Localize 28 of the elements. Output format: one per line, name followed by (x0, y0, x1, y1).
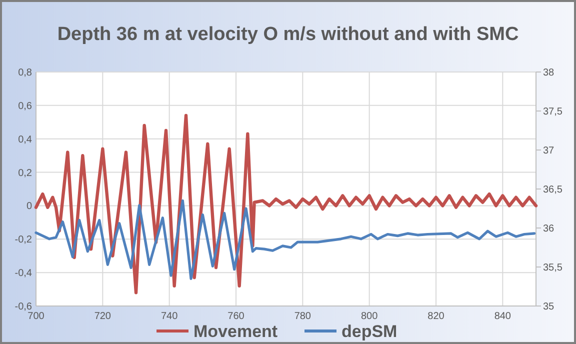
y-tick-label: -0,4 (14, 268, 32, 280)
y-tick-label: -0,2 (14, 234, 32, 246)
y-tick-label: 0,6 (18, 100, 32, 112)
y2-tick-label: 36,5 (543, 184, 563, 196)
y-tick-label: 0,2 (18, 168, 32, 179)
x-tick-label: 700 (28, 311, 45, 322)
y2-tick-label: 37,5 (543, 106, 563, 118)
legend-label: depSM (342, 322, 398, 341)
y-tick-label: 0 (26, 201, 32, 212)
chart-title: Depth 36 m at velocity O m/s without and with SMC (57, 24, 519, 45)
y2-tick-label: 38 (543, 68, 555, 78)
y-tick-label: 0,8 (18, 68, 32, 78)
y2-tick-label: 37 (543, 146, 555, 156)
y2-tick-label: 35 (543, 302, 555, 312)
x-tick-label: 820 (428, 311, 445, 322)
y-tick-label: 0,4 (18, 134, 32, 146)
x-tick-label: 740 (160, 311, 178, 322)
y2-tick-label: 35,5 (543, 262, 563, 274)
y2-tick-label: 36 (543, 224, 555, 234)
x-tick-label: 840 (494, 311, 512, 322)
x-tick-label: 760 (228, 311, 245, 322)
x-tick-label: 780 (294, 311, 312, 322)
line-series (34, 114, 538, 294)
x-tick-label: 720 (94, 311, 112, 322)
x-tick-label: 800 (360, 311, 378, 322)
legend-label: Movement (194, 322, 278, 341)
y-tick-label: -0,6 (14, 302, 32, 312)
line-series (34, 199, 536, 280)
